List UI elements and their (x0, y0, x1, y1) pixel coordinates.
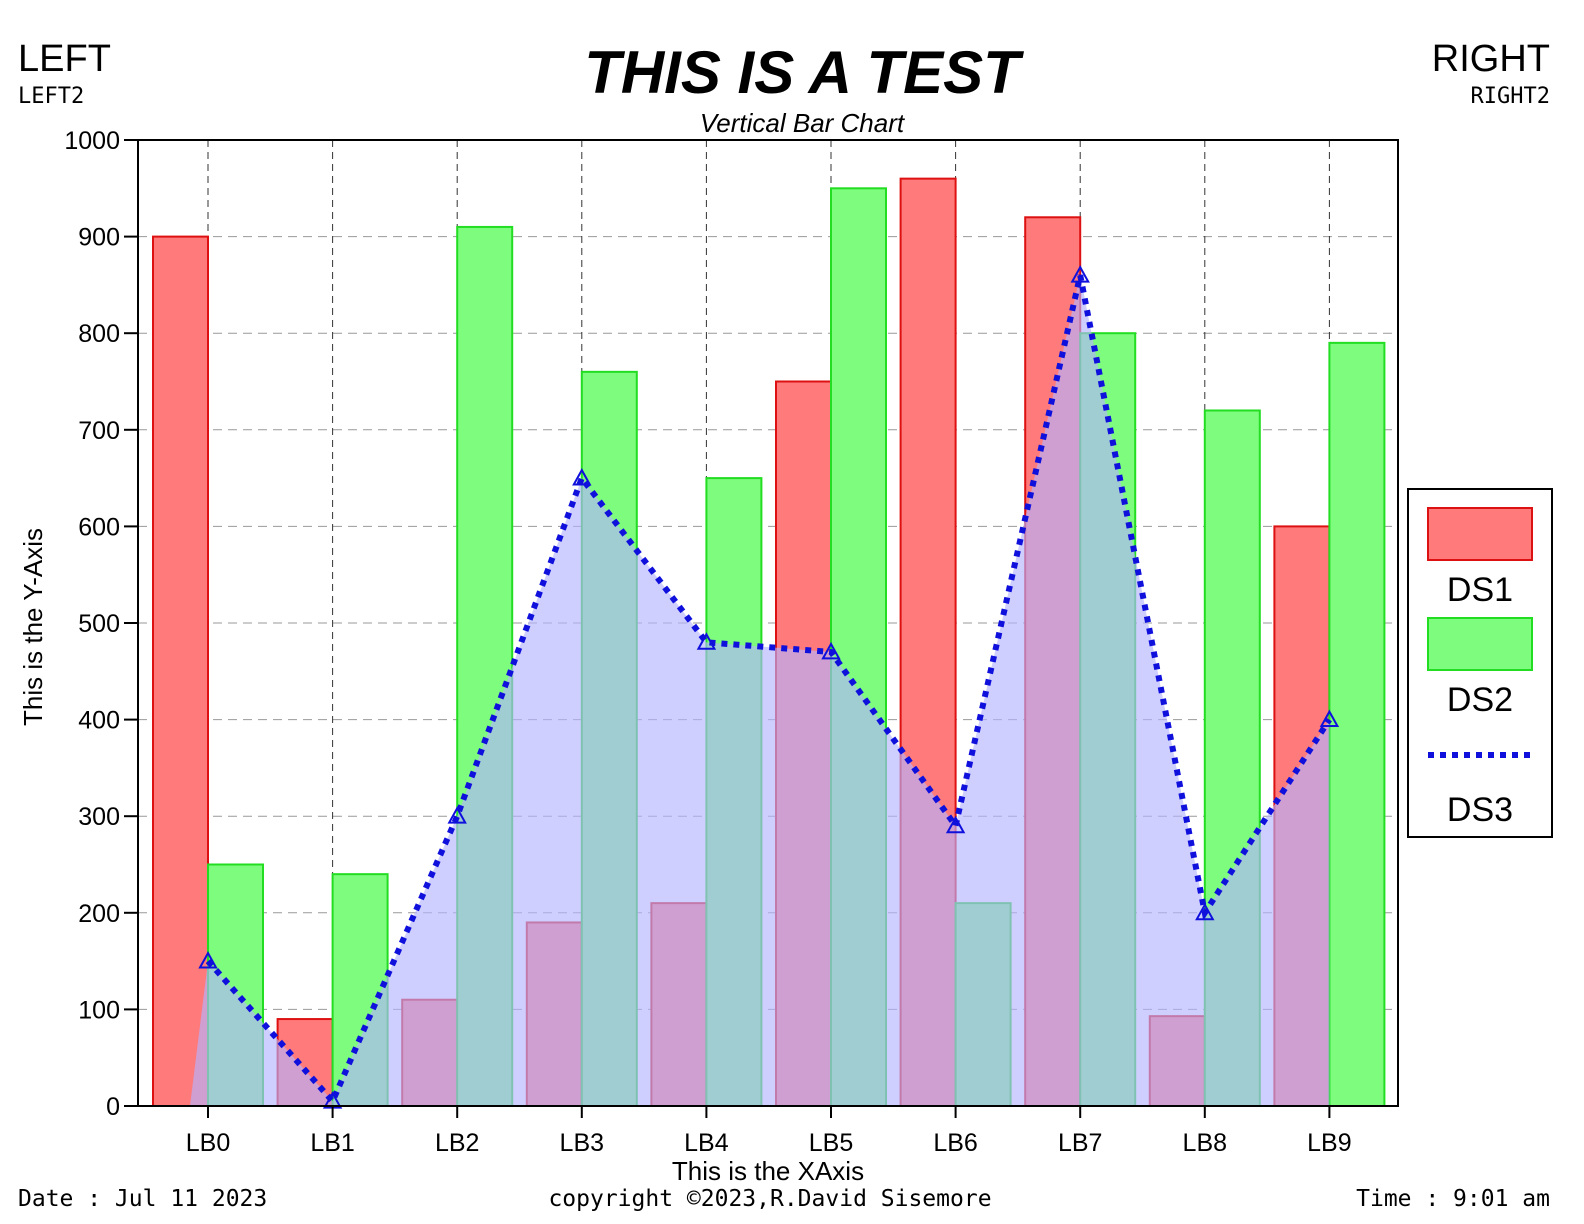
y-tick-label: 500 (78, 610, 120, 638)
ds3-marker (198, 951, 218, 969)
ds3-marker (1195, 902, 1215, 921)
footer-time: Time : 9:01 am (1356, 1186, 1550, 1212)
x-tick-label: LB5 (809, 1129, 853, 1157)
x-tick-label: LB0 (186, 1129, 230, 1157)
legend: DS1 DS2 DS3 (1407, 488, 1553, 838)
ds3-area (190, 275, 1330, 1106)
chart-subtitle: Vertical Bar Chart (699, 108, 905, 138)
ds3-marker (696, 632, 717, 650)
chart-title: THIS IS A TEST (584, 39, 1020, 106)
ds1-bar (152, 235, 209, 1108)
x-tick-label: LB2 (435, 1129, 479, 1157)
legend-label-ds3: DS3 (1447, 791, 1513, 829)
footer-date: Date : Jul 11 2023 (18, 1186, 268, 1212)
x-tick-label: LB4 (684, 1129, 729, 1157)
y-tick-label: 1000 (64, 127, 120, 155)
header-right-label: RIGHT (1431, 38, 1550, 80)
x-tick-label: LB3 (560, 1129, 604, 1157)
header-right2-label: RIGHT2 (1470, 84, 1550, 109)
ds3-marker (1319, 709, 1340, 727)
y-tick-label: 100 (78, 996, 120, 1024)
x-tick-label: LB8 (1183, 1129, 1227, 1157)
ds3-marker (447, 806, 467, 824)
ds3-series (190, 265, 1340, 1109)
axes: 0 100 200 300 400 500 600 700 800 900 1000 LB0 LB1 LB… (64, 127, 1399, 1157)
header-left-label: LEFT (18, 38, 111, 80)
ds3-marker (572, 468, 592, 486)
footer-copyright: copyright ©2023,R.David Sisemore (548, 1186, 992, 1212)
legend-label-ds2: DS2 (1447, 681, 1513, 719)
y-tick-label: 200 (78, 900, 120, 928)
ds3-marker (945, 815, 966, 834)
y-tick-label: 300 (78, 803, 120, 831)
y-axis-label: This is the Y-Axis (18, 528, 48, 726)
y-tick-label: 400 (78, 707, 120, 735)
x-tick-label: LB6 (933, 1129, 977, 1157)
x-tick-label: LB7 (1058, 1129, 1102, 1157)
ds3-marker (1070, 265, 1090, 283)
x-tick-label: LB1 (310, 1129, 354, 1157)
ds3-line (205, 274, 1332, 1107)
y-tick-label: 600 (78, 513, 120, 541)
x-axis-label: This is the XAxis (672, 1156, 864, 1186)
y-tick-label: 800 (78, 320, 120, 348)
legend-swatch-ds1 (1427, 507, 1533, 561)
header-left2-label: LEFT2 (18, 84, 85, 109)
x-tick-label: LB9 (1307, 1129, 1351, 1157)
ds3-marker (821, 641, 841, 660)
y-tick-label: 700 (78, 417, 120, 445)
legend-label-ds1: DS1 (1447, 571, 1513, 609)
y-tick-label: 0 (106, 1093, 120, 1121)
y-tick-label: 900 (78, 224, 120, 252)
legend-swatch-ds2 (1427, 617, 1533, 671)
